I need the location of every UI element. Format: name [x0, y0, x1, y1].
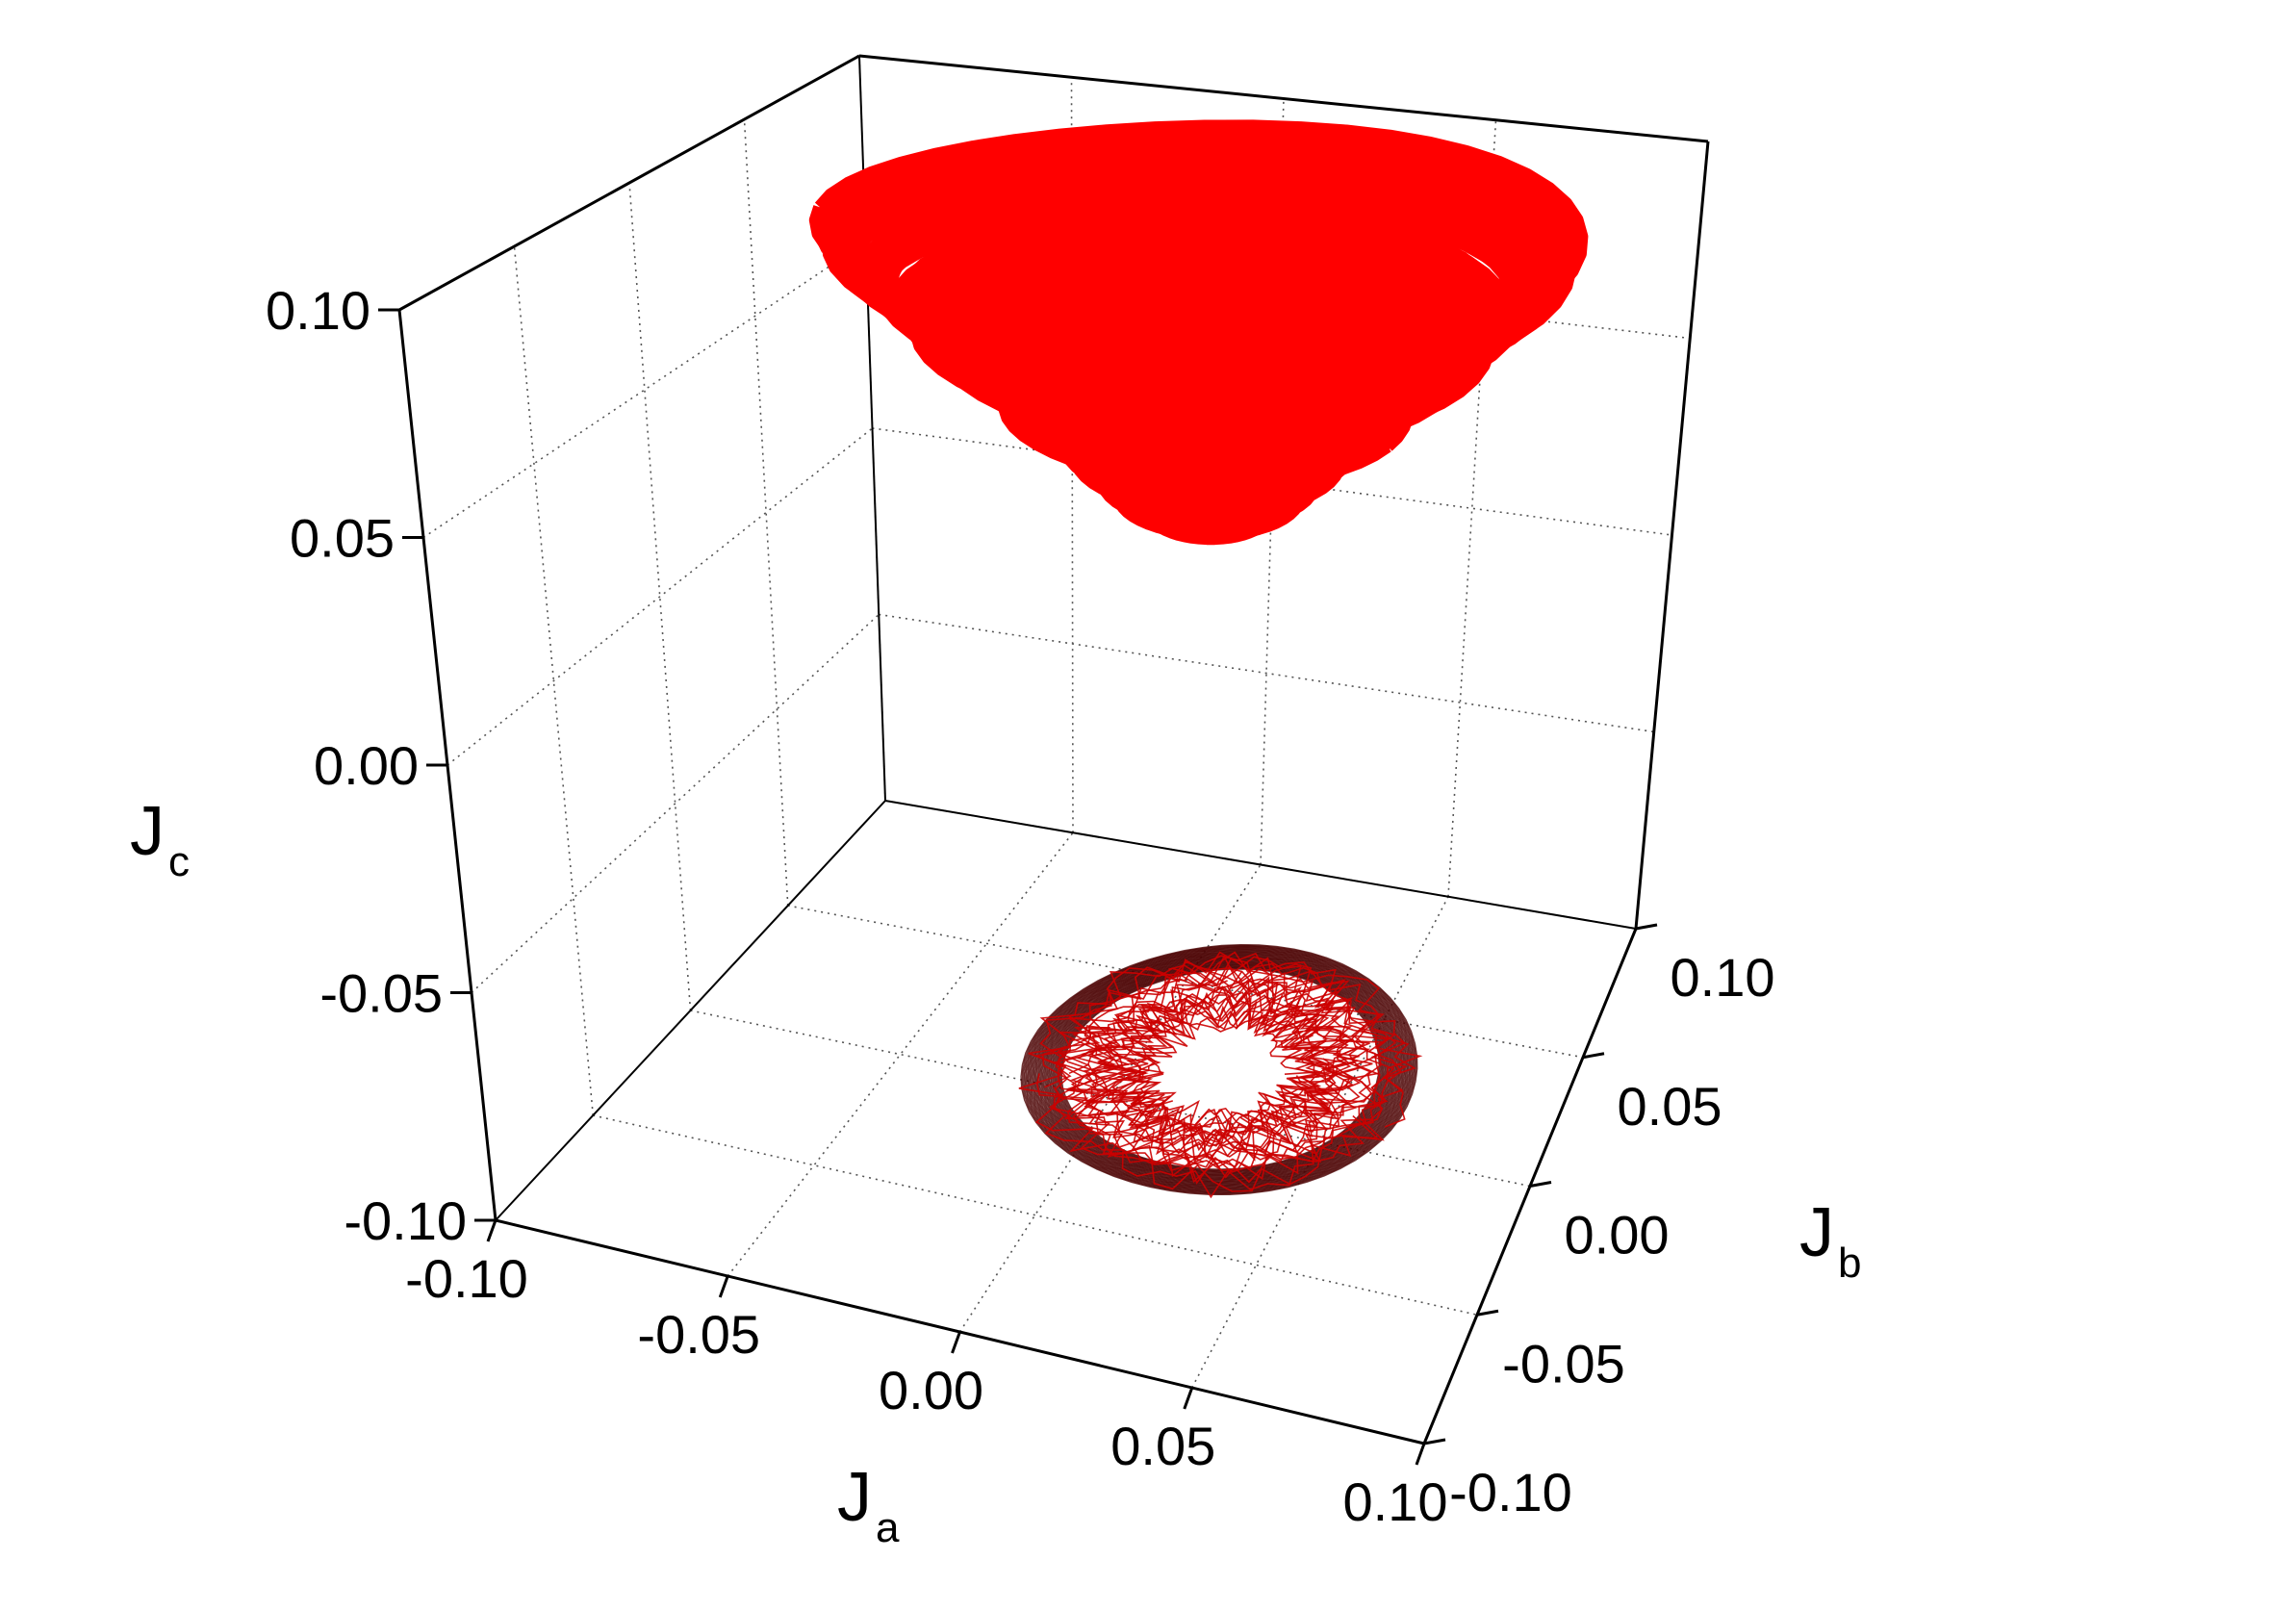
floor-orbit [1034, 953, 1405, 1187]
x-axis-title: Ja [837, 1459, 900, 1551]
tick-mark [486, 1219, 497, 1242]
floor-grid-line [593, 1114, 1478, 1317]
axis-edge [884, 800, 1637, 930]
z-axis-title: Jc [130, 793, 190, 885]
tick-mark [1423, 1438, 1446, 1445]
floor-orbit [1025, 946, 1414, 1192]
z-tick-label: -0.10 [344, 1190, 467, 1251]
tick-mark [951, 1331, 961, 1354]
floor-orbit [1051, 962, 1390, 1177]
y-tick-label: -0.10 [1449, 1462, 1572, 1522]
tick-mark [1529, 1181, 1552, 1188]
axis-edge [495, 800, 886, 1221]
y-tick-label: 0.10 [1671, 947, 1775, 1008]
tick-mark [1582, 1052, 1605, 1060]
x-tick-label: -0.05 [637, 1304, 760, 1365]
floor-orbit [1041, 956, 1395, 1184]
floor-orbit [1049, 961, 1390, 1177]
y-tick-label: -0.05 [1502, 1333, 1625, 1394]
tick-mark [1183, 1387, 1194, 1410]
x-tick-label: -0.10 [405, 1248, 528, 1309]
x-tick-label: 0.00 [879, 1360, 983, 1420]
tick-mark [718, 1275, 729, 1298]
floor-orbit [1048, 960, 1392, 1178]
attractor-loop [830, 134, 1569, 369]
floor-orbit [1030, 950, 1409, 1189]
y-tick-label: 0.00 [1565, 1205, 1670, 1266]
x-tick-label: 0.10 [1343, 1471, 1448, 1532]
z-tick-label: 0.10 [266, 280, 370, 341]
axis-edge [1634, 141, 1710, 930]
axis-edge [398, 54, 860, 312]
tick-mark [1476, 1309, 1499, 1317]
y-axis-title: Jb [1799, 1194, 1861, 1287]
floor-orbit [1117, 1001, 1332, 1136]
floor-orbit [1067, 971, 1373, 1168]
left-wall-grid-line [422, 241, 867, 539]
floor-orbit [1039, 951, 1416, 1192]
floor-orbit [1021, 944, 1417, 1195]
floor-orbit [1128, 1010, 1322, 1132]
attractor-trajectory [808, 119, 1589, 546]
z-tick-label: 0.00 [314, 735, 419, 796]
floor-orbit [1090, 984, 1347, 1152]
y-tick-label: 0.05 [1618, 1076, 1722, 1137]
left-wall-grid-line [743, 118, 789, 907]
left-wall-grid-line [446, 427, 873, 766]
x-tick-label: 0.05 [1110, 1416, 1215, 1476]
floor-projection [1018, 943, 1423, 1199]
tick-labels: 0.100.050.00-0.05-0.10-0.10-0.050.000.05… [266, 280, 1775, 1532]
floor-orbit [1031, 950, 1408, 1189]
floor-grid-line [727, 831, 1074, 1277]
floor-grid-line [690, 1010, 1531, 1188]
left-wall-grid-line [471, 613, 880, 994]
floor-orbit [1026, 947, 1413, 1192]
back-wall-grid-line [879, 613, 1654, 733]
tick-mark [1635, 923, 1658, 931]
floor-orbit [1033, 951, 1408, 1185]
z-tick-label: 0.05 [290, 508, 395, 569]
floor-orbit [1058, 964, 1382, 1168]
z-tick-label: -0.05 [319, 963, 443, 1024]
tick-mark [1415, 1443, 1426, 1466]
axis-edge [858, 54, 1709, 143]
floor-orbit [1102, 991, 1338, 1143]
